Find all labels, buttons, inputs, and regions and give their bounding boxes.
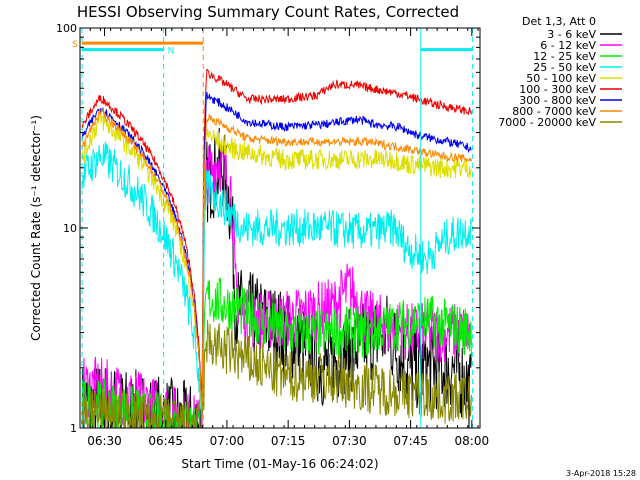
legend-entry-1: 3 - 6 keV [547,28,596,41]
series-line-8 [81,107,472,421]
legend-entry-5: 50 - 100 keV [526,72,596,85]
axes: 1 10 100 06:30 06:45 07:00 07:15 07:30 07:45 08:0… [56,22,489,448]
series-line-6 [81,68,472,417]
y-axis-label: Corrected Count Rate (s⁻¹ detector⁻¹) [29,115,43,341]
y-tick-label: 1 [70,422,77,435]
x-tick-label: 07:15 [271,434,306,448]
series-line-7 [81,91,472,417]
series-line-9 [81,319,472,429]
x-axis-label: Start Time (01-May-16 06:24:02) [181,457,378,471]
x-tick-label: 07:30 [332,434,367,448]
y-tick-label: 100 [56,22,77,35]
y-tick-label: 10 [63,222,77,235]
series-line-5 [81,110,472,417]
x-tick-label: 08:00 [455,434,490,448]
x-tick-label: 06:30 [87,434,122,448]
flag-label-saa: S [72,40,78,50]
legend-entry-9: 7000 - 20000 keV [498,116,596,129]
x-tick-label: 06:45 [148,434,183,448]
x-tick-label: 07:45 [393,434,428,448]
footer-date: 3-Apr-2018 15:28 [566,469,636,478]
legend-entry-8: 800 - 7000 keV [512,105,596,118]
series-line-4 [81,141,472,422]
legend-entry-4: 25 - 50 keV [533,61,596,74]
legend-entry-3: 12 - 25 keV [533,50,596,63]
legend-entry-7: 300 - 800 keV [519,94,596,107]
flag-label-night: N [168,47,175,57]
legend-title: Det 1,3, Att 0 [522,15,596,28]
legend-entry-2: 6 - 12 keV [540,39,596,52]
x-tick-label: 07:00 [210,434,245,448]
chart-title: HESSI Observing Summary Count Rates, Cor… [77,3,459,21]
plot-frame [79,27,481,429]
legend-entry-6: 100 - 300 keV [519,83,596,96]
plot-area: SN [72,28,474,430]
